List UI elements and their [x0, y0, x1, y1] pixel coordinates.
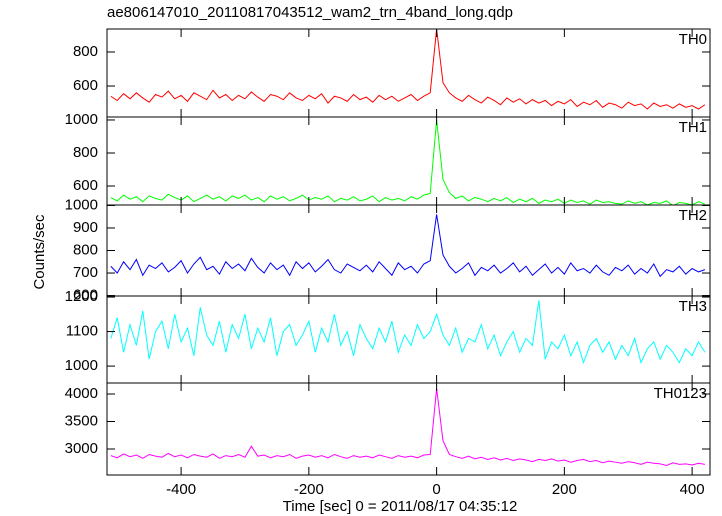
x-tick-label: -200: [294, 481, 324, 498]
y-tick-label: 900: [73, 219, 98, 236]
series-line: [110, 214, 706, 278]
panel-frame: [106, 116, 711, 206]
y-tick-label: 600: [73, 177, 98, 194]
x-tick-label: 400: [680, 481, 705, 498]
y-tick-label: 1000: [65, 111, 98, 128]
panel-label: TH0123: [654, 385, 707, 402]
y-tick-label: 1000: [65, 357, 98, 374]
y-tick-label: 1200: [65, 288, 98, 305]
series-line: [110, 388, 705, 467]
y-tick-label: 3000: [65, 440, 98, 457]
panel-label: TH1: [679, 119, 707, 136]
panel-frame: [106, 28, 711, 118]
x-tick-label: 200: [552, 481, 577, 498]
panel-label: TH3: [679, 298, 707, 315]
y-tick-label: 1100: [66, 323, 98, 340]
series-line: [110, 300, 706, 365]
y-tick-label: 800: [73, 241, 98, 258]
y-tick-label: 1000: [65, 196, 98, 213]
chart-title: ae806147010_20110817043512_wam2_trn_4ban…: [107, 4, 513, 21]
y-tick-label: 800: [73, 43, 98, 60]
y-axis-label: Counts/sec: [31, 214, 48, 290]
x-tick-label: 0: [432, 481, 440, 498]
panel-label: TH0: [679, 31, 707, 48]
panel-frame: [106, 382, 711, 476]
y-tick-label: 4000: [65, 385, 98, 402]
y-tick-label: 600: [73, 287, 98, 304]
x-tick-label: -400: [166, 481, 196, 498]
series-line: [110, 29, 706, 110]
y-tick-label: 600: [73, 77, 98, 94]
panel-frame: [106, 204, 711, 297]
x-axis-label: Time [sec] 0 = 2011/08/17 04:35:12: [283, 498, 518, 515]
panel-frame: [106, 295, 711, 384]
panel-label: TH2: [679, 207, 707, 224]
y-tick-label: 700: [73, 264, 98, 281]
y-tick-label: 3500: [65, 412, 98, 429]
y-tick-label: 800: [73, 144, 98, 161]
series-line: [110, 119, 706, 205]
